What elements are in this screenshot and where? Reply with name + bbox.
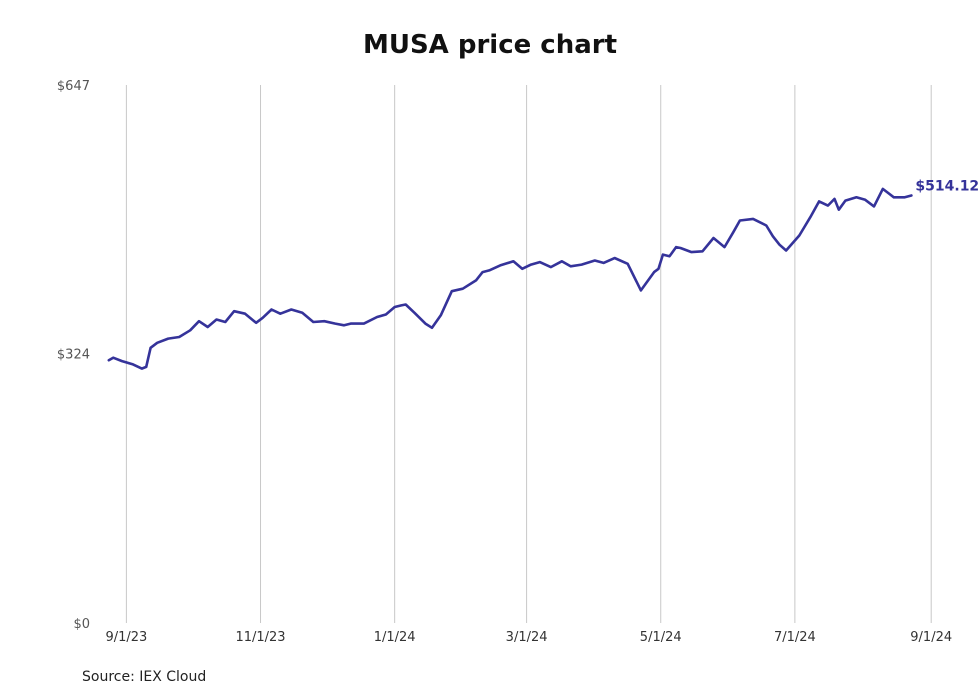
x-tick-label: 9/1/23 bbox=[105, 630, 147, 645]
series-layer: $514.12 bbox=[107, 178, 979, 370]
x-tick-label: 7/1/24 bbox=[774, 630, 816, 645]
y-tick-label: $647 bbox=[57, 79, 90, 94]
y-tick-label: $0 bbox=[73, 617, 90, 632]
x-tick-label: 5/1/24 bbox=[640, 630, 682, 645]
x-tick-label: 11/1/23 bbox=[235, 630, 285, 645]
source-note: Source: IEX Cloud bbox=[82, 669, 207, 685]
x-axis-ticks: 9/1/23 11/1/23 1/1/24 3/1/24 5/1/24 7/1/24 9/1… bbox=[105, 630, 952, 645]
y-tick-label: $324 bbox=[57, 348, 90, 363]
x-tick-label: 3/1/24 bbox=[506, 630, 548, 645]
y-axis-ticks: $0 $324 $647 bbox=[57, 79, 90, 632]
chart-title: MUSA price chart bbox=[362, 30, 618, 60]
x-tick-label: 1/1/24 bbox=[374, 630, 416, 645]
last-price-label: $514.12 bbox=[915, 178, 979, 194]
price-line bbox=[107, 187, 913, 370]
x-tick-label: 9/1/24 bbox=[910, 630, 952, 645]
gridlines bbox=[125, 85, 932, 623]
